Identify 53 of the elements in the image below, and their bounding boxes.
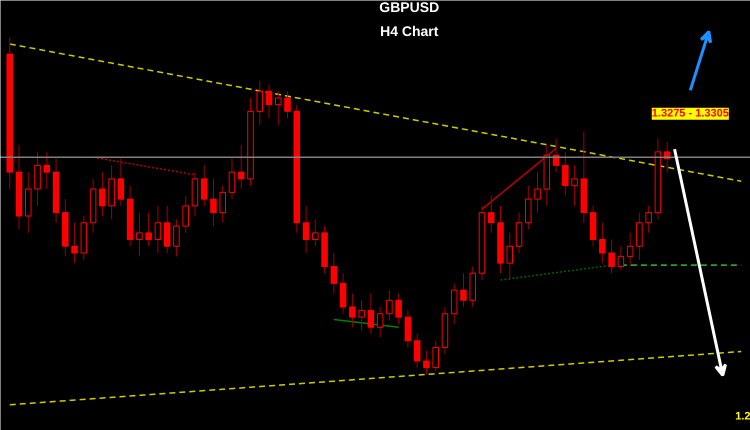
candlestick xyxy=(626,232,634,268)
candlestick xyxy=(571,164,578,206)
candlestick xyxy=(164,205,170,254)
candlestick xyxy=(645,205,652,234)
candlestick xyxy=(99,172,106,216)
candlestick xyxy=(44,151,50,190)
candlestick xyxy=(340,272,346,314)
candlestick xyxy=(302,205,310,254)
candlestick xyxy=(368,293,374,334)
candlestick xyxy=(395,293,402,324)
candlestick xyxy=(534,172,541,214)
candlestick xyxy=(404,310,412,348)
candlestick xyxy=(636,212,643,260)
candlestick xyxy=(599,222,606,264)
candlestick xyxy=(432,340,439,372)
candlestick xyxy=(219,185,226,224)
chart-title: GBPUSD xyxy=(379,0,440,16)
candlestick xyxy=(200,164,208,206)
candlestick xyxy=(118,158,124,206)
candlestick xyxy=(488,195,495,234)
candlestick xyxy=(516,212,522,254)
candlestick xyxy=(358,300,365,332)
candlestick xyxy=(136,212,143,257)
candlestick xyxy=(376,306,384,338)
candlestick xyxy=(238,144,245,190)
candlestick xyxy=(312,218,319,247)
candlestick xyxy=(256,80,264,126)
candlestick xyxy=(330,252,338,294)
candlestick xyxy=(145,212,152,247)
annotation: 1.3275 - 1.3305 xyxy=(652,108,729,120)
candlestick xyxy=(275,90,282,126)
chart-subtitle: H4 Chart xyxy=(380,23,439,40)
candlestick xyxy=(450,282,458,324)
candlestick xyxy=(506,232,514,281)
candlestick xyxy=(228,158,236,200)
candlestick xyxy=(414,333,420,368)
candlestick xyxy=(562,151,569,196)
candlestick xyxy=(618,246,624,270)
text: 1.2 xyxy=(735,410,750,422)
candlestick xyxy=(34,151,41,206)
candlestick xyxy=(210,178,217,227)
candlestick xyxy=(349,293,356,328)
candlestick xyxy=(460,272,467,308)
candlestick xyxy=(182,195,189,234)
candlestick xyxy=(154,205,162,254)
candlestick xyxy=(386,290,393,321)
candlestick xyxy=(608,239,615,274)
candlestick xyxy=(423,350,430,375)
candlestick xyxy=(71,222,78,264)
candlestick xyxy=(525,185,532,230)
candlestick xyxy=(266,84,272,119)
candlestick xyxy=(173,218,180,257)
candlestick xyxy=(284,90,291,119)
